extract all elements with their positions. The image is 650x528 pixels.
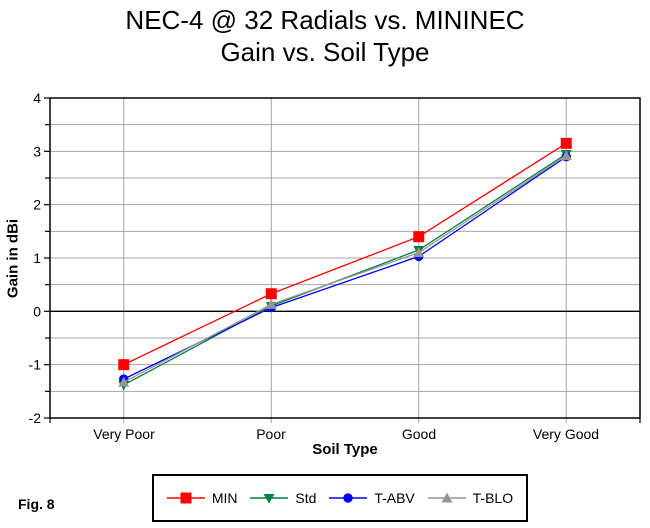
legend-marker-square-icon <box>166 492 205 504</box>
x-tick-label-very-poor: Very Poor <box>93 426 155 442</box>
x-tick-label-very-good: Very Good <box>532 426 600 442</box>
legend-item-min: MIN <box>166 490 238 506</box>
data-point-triangle-up-icon <box>441 492 453 503</box>
data-point-triangle-up-icon <box>560 150 572 161</box>
legend-item-t-blo: T-BLO <box>427 490 514 506</box>
series-line-min <box>123 142 567 366</box>
legend-label-t-blo: T-BLO <box>472 490 514 506</box>
y-tick-label: -1 <box>29 357 42 373</box>
legend-marker-triangle-up-icon <box>427 492 466 503</box>
data-point-square-icon <box>413 231 425 243</box>
legend-marker-circle-icon <box>329 493 368 503</box>
y-tick-label: 3 <box>33 143 41 159</box>
data-point-circle-icon <box>343 493 354 503</box>
legend: MIN Std T-ABV T-BLO <box>152 474 528 522</box>
data-point-triangle-up-icon <box>118 376 130 387</box>
chart-title: NEC-4 @ 32 Radials vs. MININEC <box>125 5 525 35</box>
legend-label-std: Std <box>295 490 317 506</box>
y-tick-label: -2 <box>29 410 42 426</box>
y-axis-title: Gain in dBi <box>4 218 22 299</box>
x-tick-label-good: Good <box>401 426 437 442</box>
series-line-t-abv <box>123 156 567 380</box>
x-axis-title: Soil Type <box>312 441 378 458</box>
y-tick-label: 1 <box>33 250 41 266</box>
data-point-triangle-up-icon <box>413 247 425 258</box>
data-point-square-icon <box>265 288 277 300</box>
series-line-t-blo <box>123 155 567 383</box>
series-line-std <box>123 153 567 386</box>
legend-item-t-abv: T-ABV <box>329 490 415 506</box>
y-tick-label: 0 <box>33 303 41 319</box>
y-tick-label: 2 <box>33 197 41 213</box>
data-point-square-icon <box>180 492 192 504</box>
legend-item-std: Std <box>250 490 316 506</box>
legend-label-t-abv: T-ABV <box>374 490 415 506</box>
data-point-triangle-up-icon <box>265 298 277 309</box>
legend-label-min: MIN <box>211 490 238 506</box>
data-point-square-icon <box>560 137 572 149</box>
y-tick-label: 4 <box>33 90 41 106</box>
data-point-triangle-down-icon <box>263 494 275 504</box>
plot-area: -2 -1 0 1 2 3 4 <box>29 90 641 426</box>
data-point-square-icon <box>118 359 130 371</box>
legend-marker-triangle-down-icon <box>250 494 289 504</box>
figure-label: Fig. 8 <box>18 496 55 512</box>
chart-subtitle: Gain vs. Soil Type <box>220 37 430 67</box>
x-tick-label-poor: Poor <box>256 426 286 442</box>
